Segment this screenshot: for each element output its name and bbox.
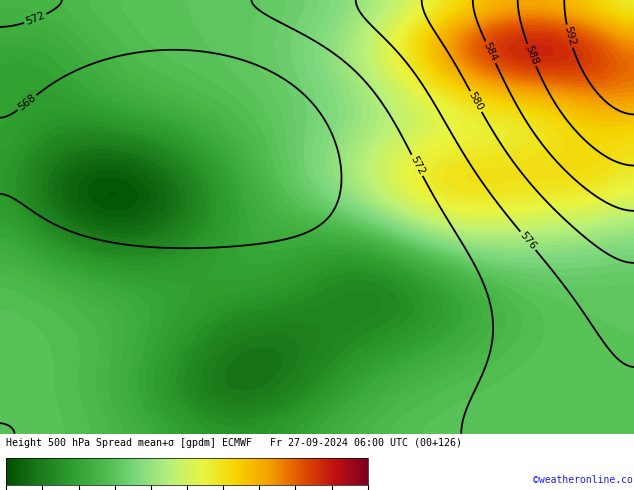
Text: 572: 572 (24, 10, 46, 27)
Text: 580: 580 (467, 91, 485, 113)
Text: 572: 572 (408, 154, 426, 176)
Text: Height 500 hPa Spread mean+σ [gpdm] ECMWF   Fr 27-09-2024 06:00 UTC (00+126): Height 500 hPa Spread mean+σ [gpdm] ECMW… (6, 438, 462, 448)
Text: 592: 592 (562, 25, 577, 47)
Text: 576: 576 (518, 230, 538, 251)
Text: 584: 584 (482, 41, 499, 63)
Text: 588: 588 (523, 44, 540, 66)
Text: 568: 568 (16, 93, 38, 113)
Text: ©weatheronline.co.uk: ©weatheronline.co.uk (533, 475, 634, 486)
